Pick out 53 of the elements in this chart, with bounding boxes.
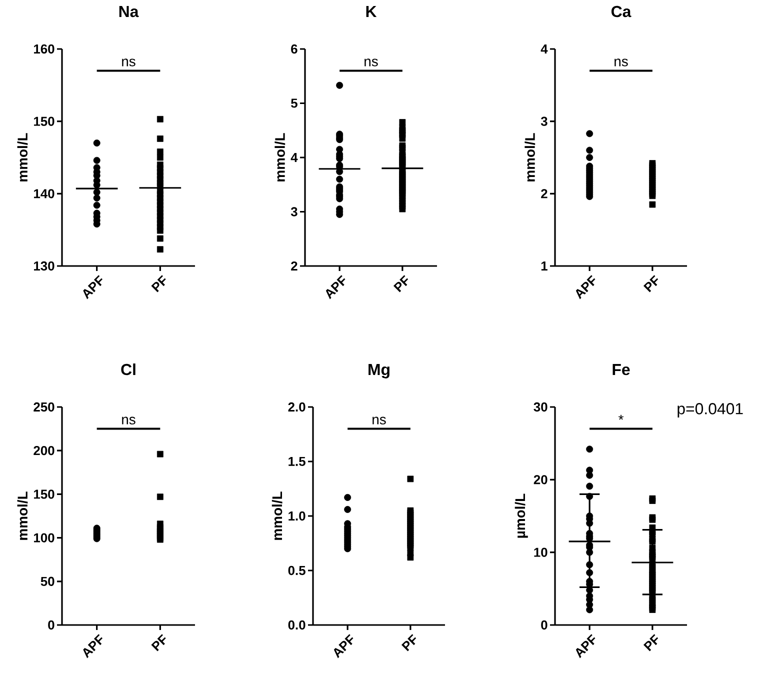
y-tick-label: 0.5 — [288, 566, 306, 576]
y-tick-label: 2 — [541, 189, 548, 198]
y-tick-label: 30 — [534, 402, 548, 412]
y-tick-label: 3 — [540, 116, 548, 126]
y-tick-label: 150 — [34, 116, 54, 126]
y-tick-label: 5 — [291, 98, 298, 108]
y-axis-title: mmol/L — [17, 492, 28, 540]
annotation: ns — [122, 58, 136, 66]
y-tick-label: 2 — [291, 261, 298, 271]
x-tick-label: PF — [643, 634, 658, 652]
x-tick-label: PF — [151, 275, 166, 292]
chart-title: Ca — [611, 6, 632, 18]
annotation: p=0.0401 — [678, 403, 743, 418]
y-tick-label: 50 — [40, 576, 54, 586]
chart-title: Mg — [368, 364, 390, 378]
y-axis-title: mmol/L — [272, 492, 282, 540]
y-tick-label: 2.0 — [288, 402, 306, 412]
x-tick-label: PF — [643, 275, 658, 292]
y-tick-label: 1 — [541, 262, 548, 270]
x-tick-label: PF — [393, 275, 408, 292]
x-tick-label: PF — [401, 634, 416, 652]
y-tick-label: 4 — [540, 44, 548, 54]
annotation: ns — [122, 416, 136, 424]
y-tick-label: 130 — [34, 261, 54, 271]
y-tick-label: 140 — [34, 189, 54, 198]
y-tick-label: 4 — [290, 153, 298, 162]
y-tick-label: 10 — [534, 548, 548, 557]
annotation: ns — [364, 58, 378, 66]
y-tick-label: 250 — [34, 402, 54, 412]
y-tick-label: 3 — [290, 207, 298, 216]
annotation: ns — [614, 58, 628, 66]
y-tick-label: 6 — [291, 44, 298, 54]
y-tick-label: 1.5 — [288, 456, 306, 466]
annotation: ns — [372, 416, 386, 424]
y-tick-label: 1.0 — [288, 511, 306, 521]
y-tick-label: 0 — [541, 620, 548, 630]
y-axis-title: µmol/L — [514, 494, 528, 538]
chart-title: K — [366, 6, 377, 18]
y-tick-label: 100 — [34, 533, 54, 542]
chart-title: Fe — [612, 364, 630, 376]
y-axis-title: mmol/L — [524, 133, 536, 182]
y-axis-title: mmol/L — [274, 133, 286, 182]
y-tick-label: 160 — [34, 44, 54, 54]
annotation: * — [618, 414, 624, 420]
y-tick-label: 150 — [34, 490, 54, 499]
y-axis-title: mmol/L — [17, 133, 28, 182]
y-tick-label: 0 — [48, 620, 54, 630]
y-tick-label: 20 — [534, 475, 548, 484]
chart-title: Cl — [121, 363, 136, 376]
x-tick-label: PF — [151, 634, 166, 652]
chart-title: Na — [119, 6, 139, 18]
y-tick-label: 0.0 — [288, 620, 306, 630]
y-tick-label: 200 — [34, 446, 54, 456]
